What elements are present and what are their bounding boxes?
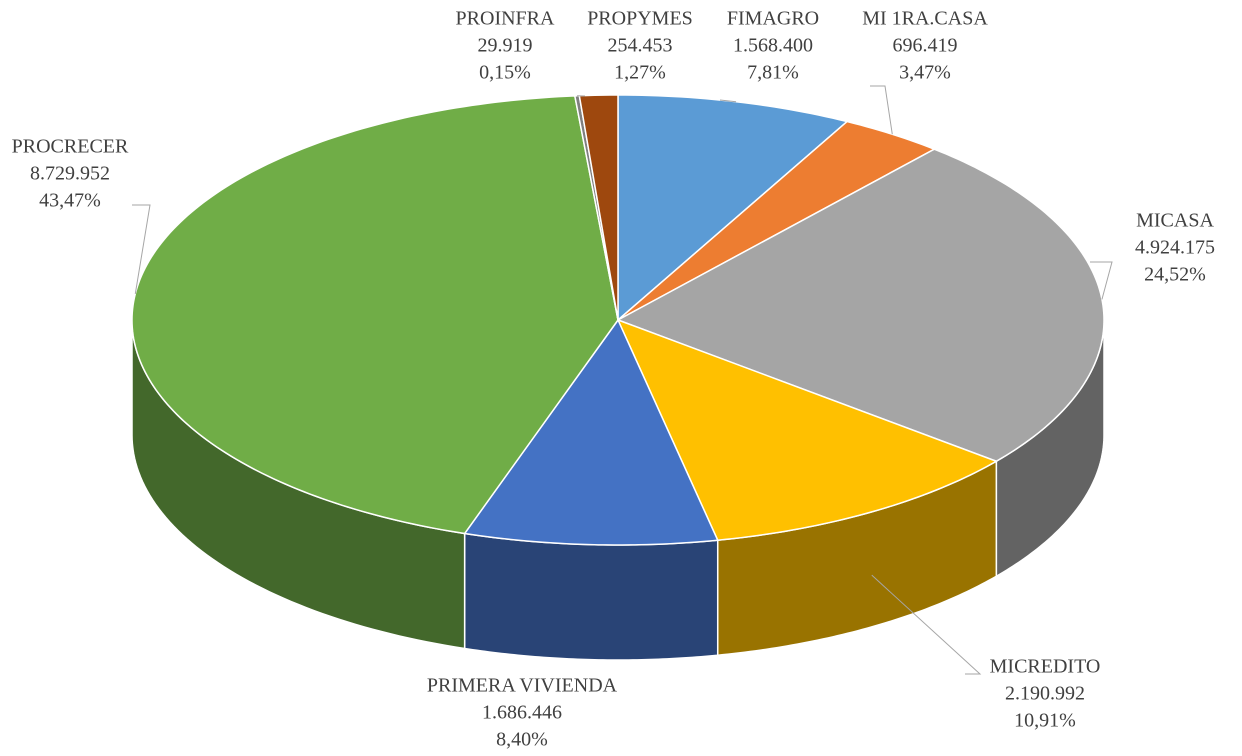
slice-label-value: 2.190.992 [1005, 683, 1085, 705]
slice-label-percent: 10,91% [1014, 710, 1076, 732]
slice-label-value: 1.686.446 [482, 702, 562, 724]
slice-label-name: PROPYMES [587, 8, 693, 30]
slice-label-value: 8.729.952 [30, 163, 110, 185]
slice-label-percent: 24,52% [1144, 264, 1206, 286]
leader-line [870, 86, 892, 134]
slice-label-value: 4.924.175 [1135, 237, 1215, 259]
slice-label-value: 29.919 [478, 35, 533, 57]
slice-label-value: 254.453 [608, 35, 673, 57]
slice-label-name: FIMAGRO [727, 8, 819, 30]
slice-label-percent: 0,15% [479, 62, 531, 84]
slice-label-name: MI 1RA.CASA [862, 8, 988, 30]
slice-label-name: PRIMERA VIVIENDA [427, 675, 618, 697]
slice-label-value: 1.568.400 [733, 35, 813, 57]
slice-label-percent: 8,40% [496, 729, 548, 751]
slice-label-percent: 3,47% [899, 62, 951, 84]
slice-label-value: 696.419 [893, 35, 958, 57]
slice-label-percent: 1,27% [614, 62, 666, 84]
slice-label-percent: 7,81% [747, 62, 799, 84]
slice-label-name: PROINFRA [456, 8, 555, 30]
slice-label-name: MICREDITO [990, 656, 1101, 678]
slice-label-name: PROCRECER [12, 136, 129, 158]
slice-side [465, 534, 718, 660]
slice-label-name: MICASA [1136, 210, 1214, 232]
slice-label-percent: 43,47% [39, 190, 101, 212]
